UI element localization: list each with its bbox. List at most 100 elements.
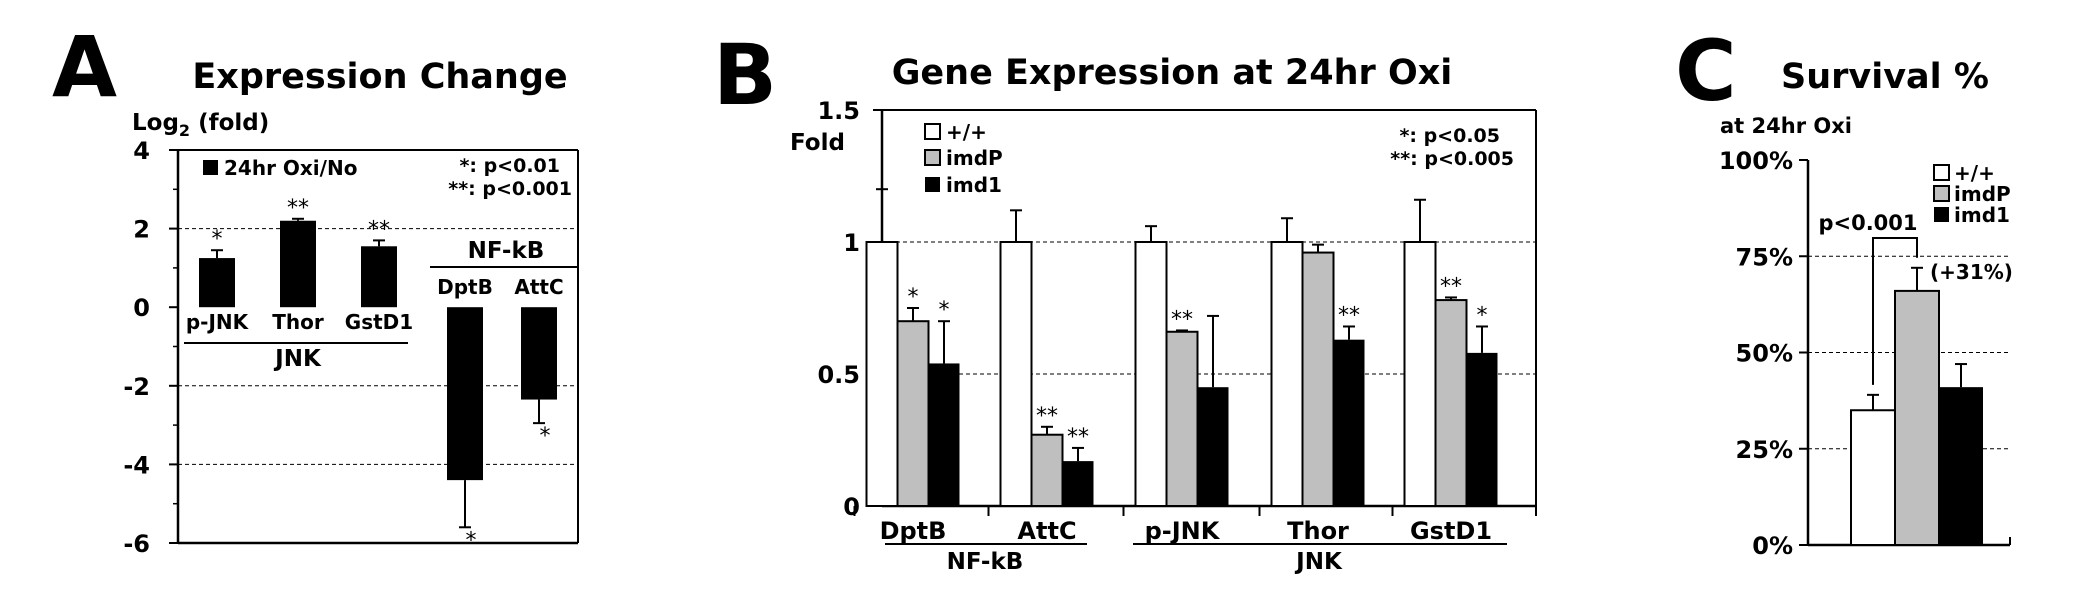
- panel-a-category-label: Thor: [272, 310, 324, 334]
- panel-a-note-1: *: p<0.01: [459, 155, 560, 177]
- panel-c-legend-label-imdp: imdP: [1954, 182, 2011, 206]
- panel-c-bar-wt: [1850, 409, 1896, 546]
- panel-b-y-tick-label: 0.5: [817, 361, 860, 389]
- panel-a-category-label: GstD1: [345, 310, 413, 334]
- panel-b-bar-imdp: [1030, 433, 1064, 507]
- panel-b-significance-mark: *: [939, 298, 950, 323]
- panel-b-bar-wt: [865, 241, 899, 507]
- panel-b-category-label: Thor: [1287, 517, 1349, 545]
- panel-c-bar-imd1: [1939, 387, 1983, 545]
- panel-a-y-tick-label: -6: [123, 530, 150, 558]
- panel-b-bar-imdp: [1301, 251, 1335, 507]
- panel-a-y-tick-label: -2: [123, 373, 150, 401]
- panel-b-bar-imdp: [896, 320, 930, 508]
- panel-b-bar-wt: [999, 241, 1033, 507]
- panel-c-significance-label: p<0.001: [1818, 211, 1917, 235]
- panel-c-legend-label-wt: +/+: [1954, 161, 1995, 185]
- panel-c-y-tick-label: 0%: [1752, 532, 1793, 560]
- panel-b-bar-imd1: [1333, 339, 1365, 506]
- panel-a-y-tick-label: 0: [133, 294, 150, 322]
- panel-b-y-tick-label: 1.5: [817, 97, 860, 125]
- panel-b-significance-mark: **: [1036, 404, 1058, 429]
- panel-b-plot-area: 1.510.50**DptB****AttC**p-JNK**Thor***Gs…: [817, 97, 1537, 545]
- panel-a-category-label: p-JNK: [186, 310, 250, 334]
- panel-a-bar: [447, 307, 483, 481]
- panel-b-significance-mark: **: [1067, 425, 1089, 450]
- panel-a-category-label: AttC: [514, 275, 563, 299]
- panel-a-y-tick-label: -4: [123, 451, 150, 479]
- panel-c-legend: +/+ imdP imd1: [1933, 161, 2011, 227]
- panel-c-y-tick-label: 50%: [1736, 340, 1793, 368]
- panel-a-category-label: DptB: [437, 275, 493, 299]
- panel-b-category-label: p-JNK: [1145, 517, 1221, 545]
- panel-a-bar: [280, 220, 316, 308]
- panel-c-y-tick-label: 25%: [1736, 436, 1793, 464]
- panel-b-significance-mark: *: [1477, 303, 1488, 328]
- panel-b-significance-mark: **: [1440, 274, 1462, 299]
- panel-a-legend-swatch: [203, 160, 218, 175]
- panel-b-category-label: GstD1: [1410, 517, 1492, 545]
- panel-a-y-tick-label: 2: [133, 216, 150, 244]
- panel-c-letter: C: [1675, 22, 1737, 120]
- panel-a-note-2: **: p<0.001: [448, 178, 572, 200]
- panel-b-legend-swatch-wt: [924, 123, 941, 140]
- panel-b-y-tick-label: 0: [843, 493, 860, 521]
- panel-b-legend-label-wt: +/+: [946, 120, 987, 144]
- panel-a-bar: [521, 307, 557, 400]
- panel-b-significance-mark: **: [1171, 307, 1193, 332]
- panel-c-bar-imdp: [1894, 289, 1940, 546]
- panel-b-note-1: *: p<0.05: [1399, 125, 1500, 147]
- panel-c-significance-bracket: [1872, 237, 1918, 385]
- panel-b-bar-imdp: [1434, 299, 1468, 507]
- panel-c-increase-label: (+31%): [1930, 260, 2013, 284]
- panel-b-significance-mark: *: [908, 285, 919, 310]
- panel-b-significance-mark: **: [1338, 303, 1360, 328]
- panel-b-y-tick-label: 1: [843, 229, 860, 257]
- panel-c-y-tick-label: 100%: [1719, 147, 1793, 175]
- panel-a-bar: [361, 246, 397, 308]
- panel-b-legend-swatch-imdp: [924, 149, 941, 166]
- panel-b-group-label-jnk: JNK: [1294, 549, 1343, 575]
- panel-b-legend: +/+ imdP imd1: [924, 120, 1003, 197]
- panel-b-note-2: **: p<0.005: [1390, 148, 1514, 170]
- panel-b-bar-imdp: [1165, 330, 1199, 508]
- panel-b-bar-wt: [1403, 241, 1437, 507]
- panel-b-bar-imd1: [1062, 461, 1094, 506]
- panel-c: C Survival % at 24hr Oxi 100% 75% 50% 25% 0%…: [1675, 22, 2013, 560]
- panel-b: B Gene Expression at 24hr Oxi Fold 1.5 1 0…: [713, 26, 1537, 575]
- panel-a-significance-mark: **: [287, 196, 309, 221]
- panel-a-legend-label: 24hr Oxi/No: [224, 156, 357, 180]
- panel-a-significance-mark: *: [540, 424, 551, 449]
- panel-c-legend-label-imd1: imd1: [1954, 203, 2010, 227]
- panel-b-category-label: DptB: [880, 517, 947, 545]
- panel-a-y-axis-label: Log2 (fold): [132, 110, 269, 140]
- panel-a-group-label-jnk: JNK: [273, 346, 322, 372]
- panel-a-significance-mark: *: [212, 227, 223, 252]
- panel-b-category-label: AttC: [1017, 517, 1076, 545]
- panel-a-legend: 24hr Oxi/No: [203, 156, 357, 180]
- panel-c-legend-swatch-imdp: [1933, 185, 1950, 202]
- panel-c-plot-area: 100% 75% 50% 25% 0%: [1719, 147, 2011, 560]
- panel-b-bar-imd1: [928, 363, 960, 506]
- panel-c-legend-swatch-imd1: [1934, 207, 1949, 222]
- panel-b-y-axis-label: Fold: [790, 130, 845, 156]
- panel-c-y-tick-label: 75%: [1736, 243, 1793, 271]
- panel-a: A Expression Change Log2 (fold) 4 2 0 -2 -4 -…: [52, 18, 579, 558]
- panel-a-significance-mark: **: [368, 217, 390, 242]
- panel-b-group-label-nfkb: NF-kB: [947, 549, 1024, 575]
- panel-b-bar-imd1: [1197, 387, 1229, 506]
- panel-b-bar-wt: [1134, 241, 1168, 507]
- panel-a-significance-mark: *: [466, 528, 477, 553]
- panel-c-title: Survival %: [1781, 57, 1989, 97]
- panel-b-bar-wt: [1270, 241, 1304, 507]
- panel-a-letter: A: [52, 18, 117, 116]
- panel-b-letter: B: [713, 26, 777, 124]
- panel-a-y-tick-label: 4: [133, 137, 150, 165]
- panel-a-bar: [199, 258, 235, 308]
- panel-b-legend-label-imd1: imd1: [946, 173, 1002, 197]
- panel-c-subtitle: at 24hr Oxi: [1720, 114, 1852, 138]
- panel-b-bar-imd1: [1466, 352, 1498, 506]
- panel-a-group-label-nfkb: NF-kB: [468, 238, 545, 264]
